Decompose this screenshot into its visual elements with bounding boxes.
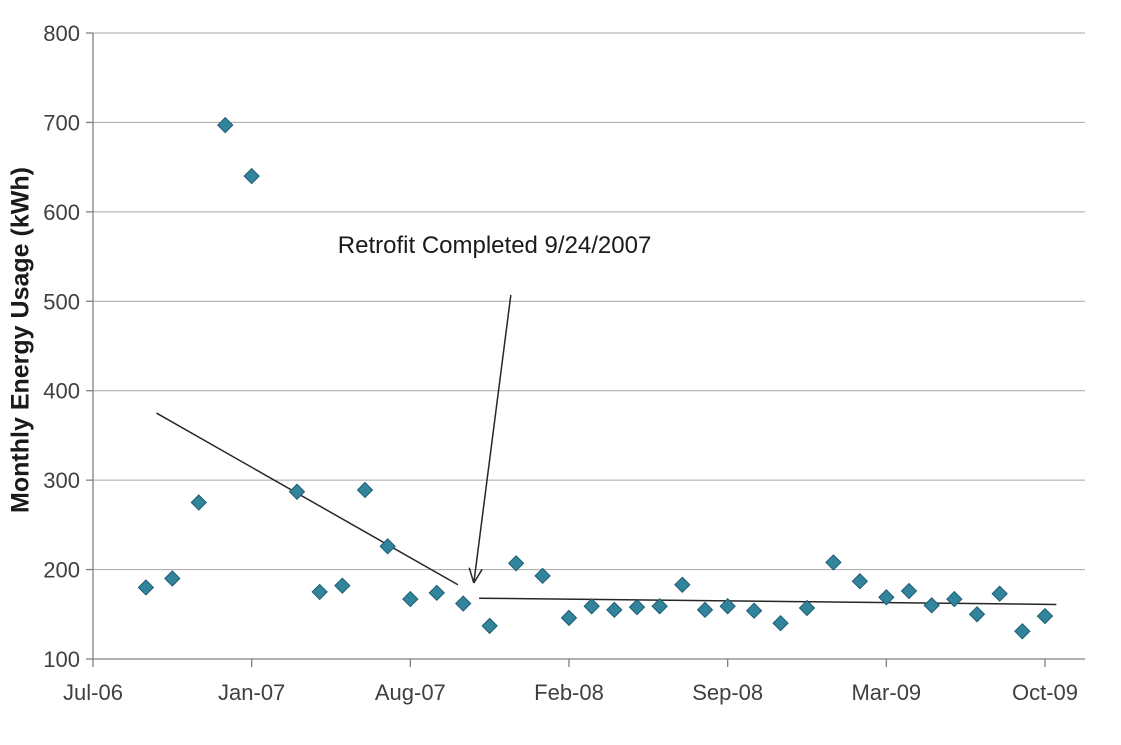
retrofit-annotation-text: Retrofit Completed 9/24/2007: [337, 231, 652, 259]
x-tick-label: Jul-06: [63, 680, 123, 705]
data-point: [217, 116, 234, 134]
data-point: [428, 584, 445, 602]
x-tick-label: Sep-08: [692, 680, 763, 705]
x-tick-label: Feb-08: [534, 680, 604, 705]
data-point: [311, 583, 328, 601]
data-point: [402, 590, 419, 608]
y-tick-label: 400: [43, 379, 80, 404]
trendline: [156, 412, 459, 586]
data-point: [772, 615, 789, 632]
x-tick-label: Oct-09: [1012, 680, 1078, 705]
data-point: [745, 602, 763, 619]
x-tick-label: Jan-07: [218, 680, 285, 705]
annotation-arrowhead: [473, 568, 483, 584]
y-axis-title: Monthly Energy Usage (kWh): [6, 167, 35, 513]
data-point: [651, 598, 668, 615]
trendline: [479, 597, 1057, 606]
data-point: [534, 567, 551, 585]
y-tick-label: 700: [43, 110, 80, 135]
y-tick-label: 600: [43, 200, 80, 225]
data-point: [164, 570, 181, 587]
data-point: [851, 572, 869, 590]
data-point: [798, 599, 816, 617]
data-point: [825, 554, 842, 571]
data-point: [719, 598, 736, 615]
data-point: [1014, 623, 1031, 640]
x-tick-label: Mar-09: [851, 680, 921, 705]
data-point: [1036, 607, 1054, 625]
y-tick-label: 300: [43, 468, 80, 493]
data-point: [481, 617, 498, 635]
y-tick-label: 100: [43, 647, 80, 672]
data-point: [946, 590, 963, 608]
data-point: [878, 589, 895, 606]
data-point: [923, 597, 940, 614]
data-point: [628, 598, 646, 616]
data-point: [455, 595, 472, 612]
data-point: [696, 601, 714, 619]
data-point: [288, 483, 306, 500]
data-point: [674, 576, 691, 593]
data-point: [190, 494, 207, 511]
annotation-arrow-shaft: [473, 294, 512, 584]
data-point: [583, 598, 600, 615]
data-point: [379, 538, 396, 555]
data-point: [968, 606, 986, 623]
data-point: [243, 167, 260, 185]
data-point: [507, 555, 525, 572]
annotation-arrowhead: [468, 567, 475, 584]
y-tick-label: 800: [43, 21, 80, 46]
data-point: [334, 577, 351, 594]
data-point: [560, 609, 578, 627]
data-point: [606, 601, 623, 619]
x-tick-label: Aug-07: [375, 680, 446, 705]
data-point: [991, 585, 1008, 602]
data-point: [356, 481, 374, 499]
data-point: [137, 579, 155, 596]
data-point: [900, 582, 918, 600]
y-tick-label: 500: [43, 289, 80, 314]
y-tick-label: 200: [43, 558, 80, 583]
